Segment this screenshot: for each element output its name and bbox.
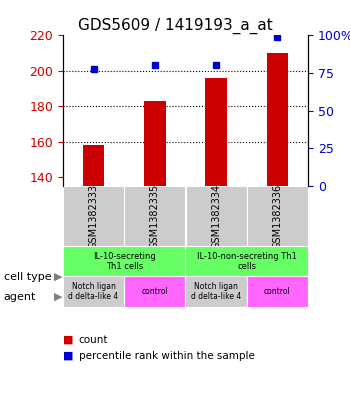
Text: GSM1382335: GSM1382335 xyxy=(150,184,160,249)
Text: IL-10-non-secreting Th1
cells: IL-10-non-secreting Th1 cells xyxy=(197,252,297,271)
Text: Notch ligan
d delta-like 4: Notch ligan d delta-like 4 xyxy=(191,282,241,301)
Text: control: control xyxy=(141,287,168,296)
FancyBboxPatch shape xyxy=(63,246,186,276)
Text: ▶: ▶ xyxy=(54,272,63,282)
FancyBboxPatch shape xyxy=(186,246,308,276)
Text: count: count xyxy=(79,335,108,345)
Text: IL-10-secreting
Th1 cells: IL-10-secreting Th1 cells xyxy=(93,252,156,271)
Text: percentile rank within the sample: percentile rank within the sample xyxy=(79,351,255,361)
Text: control: control xyxy=(264,287,291,296)
Bar xyxy=(83,145,104,186)
Text: ■: ■ xyxy=(63,351,74,361)
FancyBboxPatch shape xyxy=(124,276,186,307)
FancyBboxPatch shape xyxy=(247,186,308,246)
FancyBboxPatch shape xyxy=(63,276,124,307)
Text: ■: ■ xyxy=(63,335,74,345)
Text: cell type: cell type xyxy=(4,272,51,282)
Text: GSM1382334: GSM1382334 xyxy=(211,184,221,249)
Text: Notch ligan
d delta-like 4: Notch ligan d delta-like 4 xyxy=(69,282,119,301)
FancyBboxPatch shape xyxy=(186,276,247,307)
Bar xyxy=(267,53,288,186)
Text: GSM1382336: GSM1382336 xyxy=(272,184,282,249)
Text: agent: agent xyxy=(4,292,36,302)
Bar xyxy=(144,101,166,186)
FancyBboxPatch shape xyxy=(186,186,247,246)
FancyBboxPatch shape xyxy=(247,276,308,307)
Text: GDS5609 / 1419193_a_at: GDS5609 / 1419193_a_at xyxy=(78,18,272,34)
Bar xyxy=(205,78,227,186)
FancyBboxPatch shape xyxy=(63,186,124,246)
Text: GSM1382333: GSM1382333 xyxy=(89,184,99,249)
FancyBboxPatch shape xyxy=(124,186,186,246)
Text: ▶: ▶ xyxy=(54,292,63,302)
